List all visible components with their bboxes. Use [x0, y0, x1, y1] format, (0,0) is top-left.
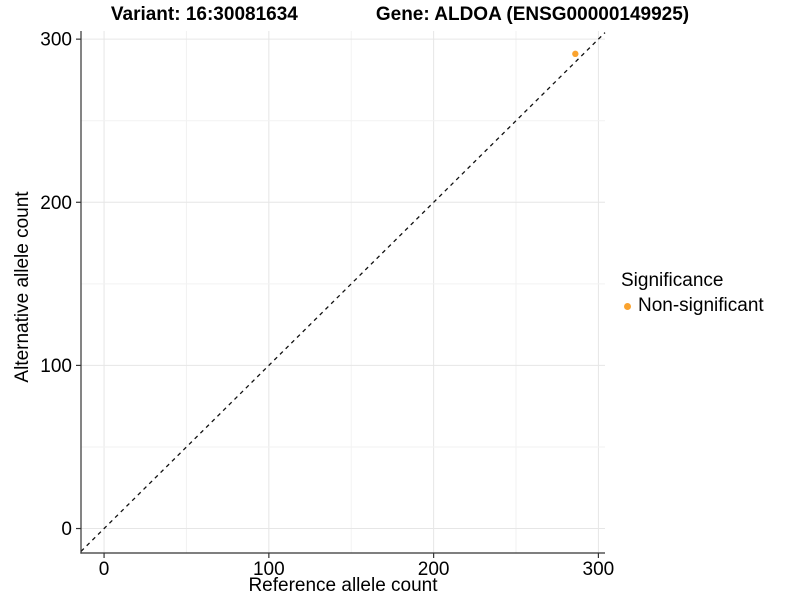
- legend: Significance Non-significant: [621, 269, 764, 317]
- y-tick-label: 0: [61, 519, 72, 540]
- x-tick-label: 200: [418, 559, 450, 580]
- plot-title-variant: Variant: 16:30081634: [110, 4, 298, 25]
- legend-item-non-significant: Non-significant: [621, 295, 764, 317]
- x-tick-label: 100: [253, 559, 285, 580]
- legend-point-icon: [624, 302, 631, 310]
- identity-dashed-line: [80, 32, 606, 552]
- x-axis-title: Reference allele count: [248, 575, 438, 596]
- x-tick-label: 0: [99, 559, 110, 580]
- legend-title: Significance: [621, 270, 724, 291]
- y-tick-label: 100: [40, 356, 72, 377]
- y-tick-label: 200: [40, 193, 72, 214]
- y-axis-title: Alternative allele count: [12, 191, 33, 383]
- plot-title-gene: Gene: ALDOA (ENSG00000149925): [375, 4, 690, 25]
- y-tick-label: 300: [40, 30, 72, 51]
- legend-item-label: Non-significant: [638, 295, 764, 316]
- x-tick-label: 300: [583, 559, 615, 580]
- plot-title: Variant: 16:30081634 Gene: ALDOA (ENSG00…: [0, 3, 800, 27]
- data-point-non-significant: [572, 50, 579, 58]
